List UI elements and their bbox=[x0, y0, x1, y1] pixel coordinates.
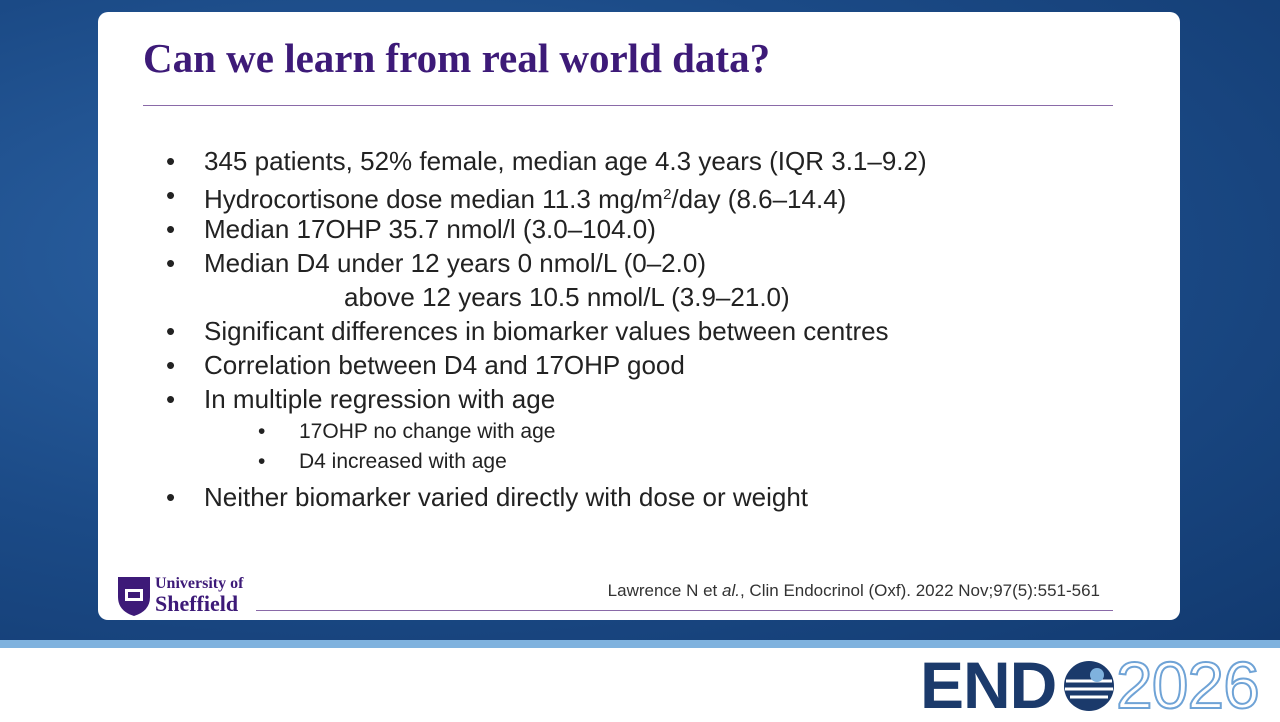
logo-crest bbox=[118, 577, 150, 616]
footer-rule bbox=[256, 610, 1113, 611]
citation-part: , Clin Endocrinol (Oxf). 2022 Nov;97(5):… bbox=[739, 581, 1100, 600]
bullet-continuation: above 12 years 10.5 nmol/L (3.9–21.0) bbox=[344, 281, 790, 312]
title-rule bbox=[143, 105, 1113, 106]
bullet-dot: • bbox=[166, 180, 176, 210]
footer-band bbox=[0, 640, 1280, 648]
bullet-dot: • bbox=[166, 146, 176, 176]
bullet-text: 345 patients, 52% female, median age 4.3… bbox=[204, 146, 927, 176]
bullet-text: Significant differences in biomarker val… bbox=[204, 315, 889, 346]
sub-bullet-text: D4 increased with age bbox=[299, 449, 507, 473]
citation-part: Lawrence N et bbox=[607, 581, 723, 600]
citation-part: al. bbox=[722, 581, 740, 600]
logo-line: University of bbox=[155, 575, 244, 592]
bullet-text: Neither biomarker varied directly with d… bbox=[204, 481, 809, 512]
bullet-dot: • bbox=[166, 383, 176, 414]
slide-title: Can we learn from real world data? bbox=[143, 35, 771, 81]
logo-line: Sheffield bbox=[155, 591, 239, 616]
sub-bullet-text: 17OHP no change with age bbox=[299, 419, 556, 443]
text-part: 2 bbox=[663, 186, 672, 203]
citation: Lawrence N et al., Clin Endocrinol (Oxf)… bbox=[608, 581, 1100, 601]
bullet-text: Median D4 under 12 years 0 nmol/L (0–2.0… bbox=[204, 248, 706, 278]
bullet-text: In multiple regression with age bbox=[204, 383, 556, 414]
bullet-text: Correlation between D4 and 17OHP good bbox=[204, 349, 685, 380]
bullet-dot: • bbox=[258, 449, 266, 473]
bullet-dot: • bbox=[166, 315, 176, 346]
brand-year: 2026 bbox=[1115, 648, 1261, 722]
slide-card bbox=[98, 12, 1180, 620]
university-logo: University of Sheffield bbox=[155, 576, 243, 616]
brand-end: END bbox=[920, 648, 1057, 722]
bullet-dot: • bbox=[166, 248, 176, 278]
bullet-text: Median 17OHP 35.7 nmol/l (3.0–104.0) bbox=[204, 214, 656, 244]
bullet-dot: • bbox=[166, 481, 176, 512]
text-part: /day (8.6–14.4) bbox=[671, 184, 847, 214]
bullet-dot: • bbox=[166, 214, 176, 244]
bullet-dot: • bbox=[258, 419, 266, 443]
brand-globe bbox=[1064, 661, 1114, 711]
bullet-text: Hydrocortisone dose median 11.3 mg/m2/da… bbox=[204, 180, 846, 214]
bullet-dot: • bbox=[166, 349, 176, 380]
text-part: Hydrocortisone dose median 11.3 mg/m bbox=[204, 184, 664, 214]
